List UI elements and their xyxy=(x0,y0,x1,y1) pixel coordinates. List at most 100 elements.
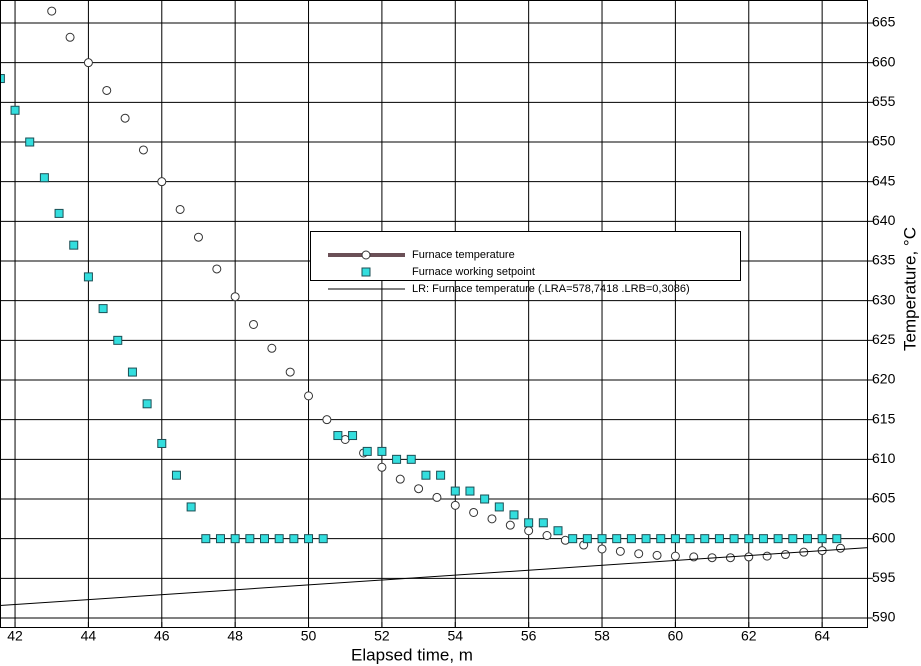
y-tick-label: 610 xyxy=(872,450,896,466)
temperature-point xyxy=(340,435,350,445)
temperature-point xyxy=(487,514,497,524)
temperature-point xyxy=(560,535,570,545)
x-tick-label: 56 xyxy=(521,628,537,644)
temperature-point xyxy=(469,507,479,517)
setpoint-point xyxy=(362,446,372,456)
setpoint-point xyxy=(568,534,578,544)
setpoint-point xyxy=(626,534,636,544)
temperature-point xyxy=(249,319,259,329)
temperature-point xyxy=(212,264,222,274)
setpoint-point xyxy=(201,534,211,544)
x-tick-label: 60 xyxy=(668,628,684,644)
temperature-point xyxy=(47,6,57,16)
temperature-point xyxy=(634,549,644,559)
setpoint-point xyxy=(509,510,519,520)
setpoint-point xyxy=(127,367,137,377)
temperature-point xyxy=(414,484,424,494)
temperature-point xyxy=(157,177,167,187)
setpoint-point xyxy=(656,534,666,544)
y-tick-label: 655 xyxy=(872,93,896,109)
setpoint-point xyxy=(54,208,64,218)
regression-line xyxy=(0,547,868,606)
y-tick-label: 590 xyxy=(872,609,896,625)
y-tick-label: 600 xyxy=(872,529,896,545)
temperature-point xyxy=(285,367,295,377)
setpoint-point xyxy=(289,534,299,544)
setpoint-point xyxy=(524,518,534,528)
setpoint-point xyxy=(274,534,284,544)
setpoint-point xyxy=(83,272,93,282)
setpoint-point xyxy=(612,534,622,544)
x-tick-label: 62 xyxy=(741,628,757,644)
plot-area xyxy=(0,6,868,606)
setpoint-point xyxy=(260,534,270,544)
setpoint-point xyxy=(171,470,181,480)
setpoint-point xyxy=(744,534,754,544)
setpoint-point xyxy=(641,534,651,544)
setpoint-point xyxy=(436,470,446,480)
setpoint-point xyxy=(230,534,240,544)
setpoint-point xyxy=(538,518,548,528)
temperature-point xyxy=(193,232,203,242)
x-tick-label: 42 xyxy=(7,628,23,644)
setpoint-point xyxy=(98,304,108,314)
temperature-point xyxy=(304,391,314,401)
setpoint-point xyxy=(215,534,225,544)
setpoint-point xyxy=(142,399,152,409)
setpoint-point xyxy=(832,534,842,544)
x-tick-label: 54 xyxy=(447,628,463,644)
setpoint-point xyxy=(700,534,710,544)
temperature-point xyxy=(230,292,240,302)
x-tick-label: 58 xyxy=(594,628,610,644)
temperature-point xyxy=(138,145,148,155)
x-tick-label: 48 xyxy=(227,628,243,644)
temperature-point xyxy=(725,553,735,563)
temperature-point xyxy=(542,530,552,540)
temperature-point xyxy=(120,113,130,123)
setpoint-point xyxy=(729,534,739,544)
plot-frame xyxy=(0,0,868,628)
setpoint-point xyxy=(465,486,475,496)
setpoint-point xyxy=(817,534,827,544)
temperature-point xyxy=(780,550,790,560)
temperature-point xyxy=(744,552,754,562)
y-tick-label: 605 xyxy=(872,490,896,506)
y-tick-label: 640 xyxy=(872,212,896,228)
temperature-point xyxy=(65,32,75,42)
setpoint-point xyxy=(773,534,783,544)
setpoint-point xyxy=(186,502,196,512)
x-tick-label: 50 xyxy=(301,628,317,644)
legend-label: Furnace working setpoint xyxy=(412,266,535,278)
x-tick-label: 46 xyxy=(154,628,170,644)
temperature-point xyxy=(762,551,772,561)
y-tick-label: 635 xyxy=(872,252,896,268)
setpoint-point xyxy=(582,534,592,544)
legend: Furnace temperature Furnace working setpo… xyxy=(310,231,741,295)
setpoint-point xyxy=(788,534,798,544)
temperature-point xyxy=(322,415,332,425)
x-axis-title: Elapsed time, m xyxy=(351,645,473,664)
legend-label: Furnace temperature xyxy=(412,249,515,261)
temperature-point xyxy=(395,474,405,484)
setpoint-point xyxy=(480,494,490,504)
legend-marker xyxy=(361,267,371,277)
legend-label: LR: Furnace temperature (.LRA=578,7418 .… xyxy=(412,283,690,295)
setpoint-point xyxy=(597,534,607,544)
temperature-point xyxy=(83,58,93,68)
temperature-point xyxy=(597,544,607,554)
temperature-point xyxy=(102,85,112,95)
x-tick-label: 52 xyxy=(374,628,390,644)
setpoint-point xyxy=(758,534,768,544)
y-tick-label: 660 xyxy=(872,53,896,69)
y-tick-label: 665 xyxy=(872,14,896,30)
y-tick-label: 595 xyxy=(872,569,896,585)
temperature-point xyxy=(615,546,625,556)
setpoint-point xyxy=(421,470,431,480)
setpoint-point xyxy=(714,534,724,544)
setpoint-point xyxy=(348,431,358,441)
temperature-point xyxy=(267,343,277,353)
temperature-point xyxy=(175,204,185,214)
temperature-point xyxy=(432,492,442,502)
setpoint-point xyxy=(318,534,328,544)
